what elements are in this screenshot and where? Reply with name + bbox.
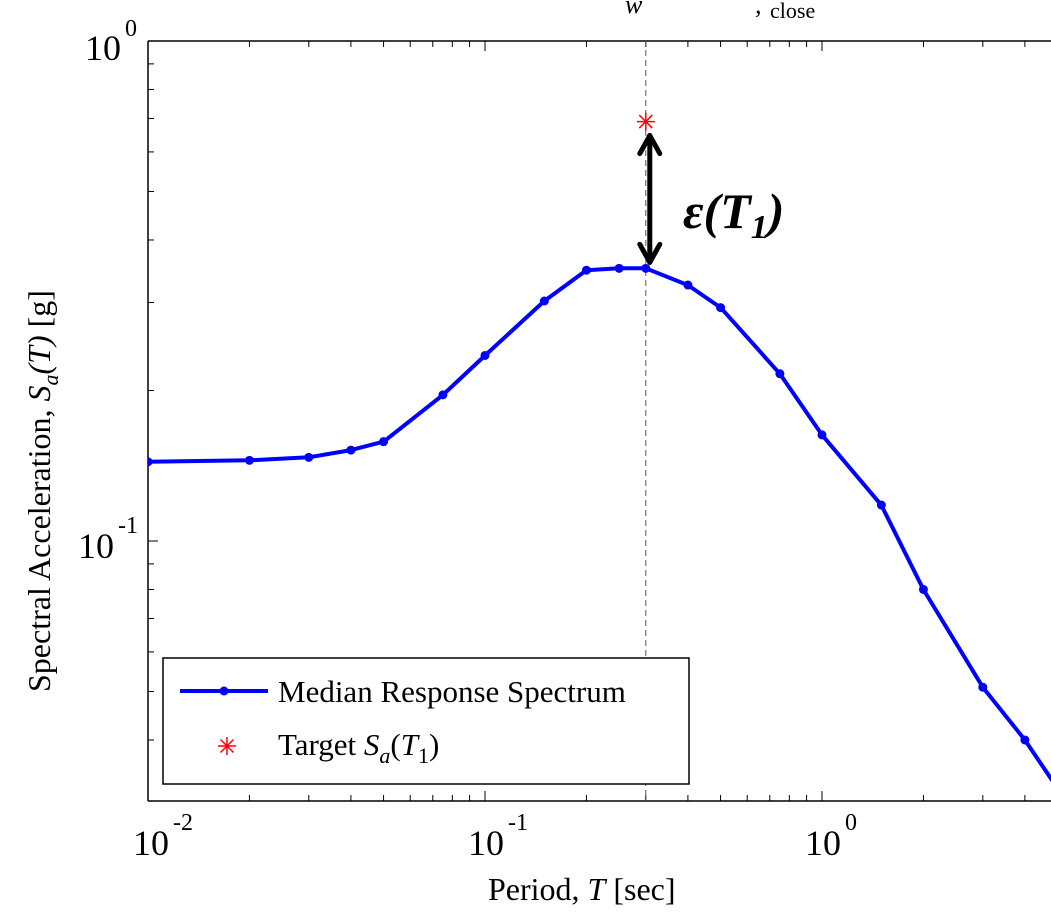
epsilon-arrow-head-bottom-left xyxy=(637,241,653,265)
title-fragment-w: w xyxy=(625,0,643,19)
series-point xyxy=(581,265,591,275)
legend-box xyxy=(162,657,690,785)
series-point xyxy=(539,296,549,306)
x-tick-label-1: 10 xyxy=(468,823,504,863)
series-point xyxy=(614,263,624,273)
epsilon-arrow-head-bottom-right xyxy=(647,241,663,265)
series-point xyxy=(244,455,254,465)
x-tick-label-0: 10 xyxy=(133,823,169,863)
legend-marker-median xyxy=(219,686,229,696)
y-tick-exp-0: -1 xyxy=(118,513,138,539)
x-tick-exp-1: -1 xyxy=(508,810,528,836)
legend: Median Response Spectrum Target Sa(T1) xyxy=(162,657,690,785)
series-point xyxy=(918,584,928,594)
epsilon-arrow-head-top-left xyxy=(637,133,653,157)
x-tick-labels: 10 -2 10 -1 10 0 xyxy=(133,810,857,863)
tick-marks xyxy=(147,40,1026,801)
y-tick-exp-1: 0 xyxy=(125,16,137,42)
series-line-median xyxy=(148,266,1051,783)
series-point xyxy=(304,452,314,462)
series-point xyxy=(683,280,693,290)
legend-marker-target xyxy=(218,737,236,755)
series-point xyxy=(716,303,726,313)
x-tick-label-2: 10 xyxy=(805,823,841,863)
title-fragment-comma: , xyxy=(755,0,762,19)
series-point xyxy=(379,437,389,447)
y-tick-label-0: 10 xyxy=(78,526,114,566)
series-point xyxy=(775,369,785,379)
series-point xyxy=(978,682,988,692)
target-marker xyxy=(636,112,655,131)
epsilon-annotation: ε(T1) xyxy=(683,183,784,246)
series-point xyxy=(346,445,356,455)
x-tick-exp-0: -2 xyxy=(173,810,193,836)
series-point xyxy=(148,457,153,467)
legend-label-median: Median Response Spectrum xyxy=(278,674,626,709)
axes xyxy=(147,40,1051,802)
series-point xyxy=(876,500,886,510)
series-point xyxy=(817,430,827,440)
legend-label-target: Target Sa(T1) xyxy=(278,727,439,768)
series-point xyxy=(641,263,651,273)
x-tick-exp-2: 0 xyxy=(845,810,857,836)
target-asterisk-stroke xyxy=(638,114,653,129)
y-axis-label: Spectral Acceleration, Sa(T) [g] xyxy=(21,290,63,692)
series-point xyxy=(438,390,448,400)
epsilon-arrow xyxy=(637,133,663,265)
y-tick-labels: 10 -1 10 0 xyxy=(78,16,138,566)
series-point xyxy=(1020,735,1030,745)
epsilon-arrow-head-top-right xyxy=(647,133,663,157)
y-tick-label-1: 10 xyxy=(85,28,121,68)
series-markers xyxy=(148,263,1030,745)
x-axis-label: Period, T [sec] xyxy=(488,871,676,907)
series-point xyxy=(480,350,490,360)
title-fragment-close: close xyxy=(770,0,815,23)
